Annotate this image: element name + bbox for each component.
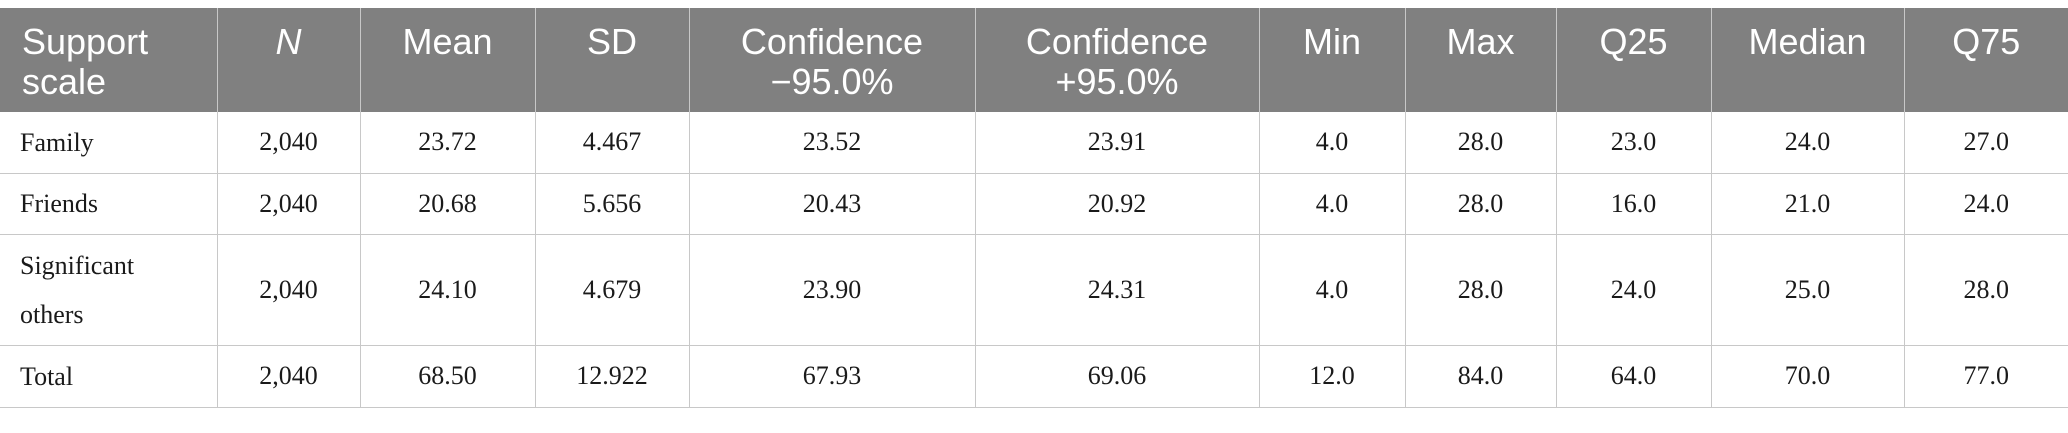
cell-mean: 68.50 [359, 345, 535, 408]
cell-min: 4.0 [1258, 234, 1405, 346]
cell-median: 70.0 [1710, 345, 1904, 408]
column-header-sd: SD [534, 8, 689, 112]
column-header-q25: Q25 [1555, 8, 1711, 112]
cell-min: 4.0 [1258, 112, 1405, 174]
column-header-n: N [216, 8, 360, 112]
table-header: Support scale N Mean SD Confidence −95.0… [0, 8, 2068, 112]
cell-q75: 28.0 [1903, 234, 2068, 346]
cell-median: 24.0 [1710, 112, 1904, 174]
cell-mean: 24.10 [359, 234, 535, 346]
cell-ci-lower: 23.90 [688, 234, 975, 346]
cell-median: 25.0 [1710, 234, 1904, 346]
table-row-total: Total 2,040 68.50 12.922 67.93 69.06 12.… [0, 345, 2068, 408]
row-label-text: Friends [20, 189, 98, 218]
row-label-text: others [20, 299, 84, 329]
cell-ci-upper: 24.31 [974, 234, 1259, 346]
row-label: Friends [0, 173, 217, 235]
cell-ci-upper: 69.06 [974, 345, 1259, 408]
header-line: Min [1302, 21, 1361, 62]
header-row: Support scale N Mean SD Confidence −95.0… [0, 8, 2068, 112]
cell-max: 28.0 [1404, 112, 1556, 174]
column-header-support-scale: Support scale [0, 8, 217, 112]
column-header-median: Median [1710, 8, 1904, 112]
table-row-friends: Friends 2,040 20.68 5.656 20.43 20.92 4.… [0, 173, 2068, 235]
row-label: Family [0, 112, 217, 174]
cell-mean: 20.68 [359, 173, 535, 235]
column-header-mean: Mean [359, 8, 535, 112]
table-row-significant-others: Significant others 2,040 24.10 4.679 23.9… [0, 234, 2068, 346]
cell-q25: 23.0 [1555, 112, 1711, 174]
header-line: −95.0% [770, 61, 894, 102]
cell-max: 28.0 [1404, 234, 1556, 346]
row-label: Total [0, 345, 217, 408]
cell-ci-upper: 20.92 [974, 173, 1259, 235]
cell-max: 84.0 [1404, 345, 1556, 408]
row-label: Significant others [0, 234, 217, 346]
header-line: Q75 [1952, 21, 2021, 62]
header-line: Max [1446, 21, 1515, 62]
column-header-confidence-lower: Confidence −95.0% [688, 8, 975, 112]
header-line: SD [586, 21, 637, 62]
header-line: Confidence [740, 21, 924, 62]
column-header-min: Min [1258, 8, 1405, 112]
column-header-confidence-upper: Confidence +95.0% [974, 8, 1259, 112]
column-header-max: Max [1404, 8, 1556, 112]
descriptive-statistics-table: Support scale N Mean SD Confidence −95.0… [0, 8, 2068, 408]
cell-sd: 12.922 [534, 345, 689, 408]
column-header-q75: Q75 [1903, 8, 2068, 112]
header-line: scale [22, 61, 107, 102]
cell-n: 2,040 [216, 112, 360, 174]
header-line: Q25 [1599, 21, 1668, 62]
cell-min: 4.0 [1258, 173, 1405, 235]
row-label-text: Family [20, 127, 94, 157]
cell-sd: 5.656 [534, 173, 689, 235]
cell-ci-lower: 23.52 [688, 112, 975, 174]
cell-q25: 64.0 [1555, 345, 1711, 408]
cell-ci-upper: 23.91 [974, 112, 1259, 174]
header-line: +95.0% [1055, 61, 1179, 102]
cell-ci-lower: 67.93 [688, 345, 975, 408]
header-line: Mean [402, 21, 493, 62]
cell-q75: 27.0 [1903, 112, 2068, 174]
table-body: Family 2,040 23.72 4.467 23.52 23.91 4.0… [0, 112, 2068, 408]
cell-q25: 16.0 [1555, 173, 1711, 235]
cell-min: 12.0 [1258, 345, 1405, 408]
header-line: Confidence [1025, 21, 1209, 62]
cell-ci-lower: 20.43 [688, 173, 975, 235]
cell-mean: 23.72 [359, 112, 535, 174]
cell-q25: 24.0 [1555, 234, 1711, 346]
table-row-family: Family 2,040 23.72 4.467 23.52 23.91 4.0… [0, 112, 2068, 174]
cell-n: 2,040 [216, 173, 360, 235]
cell-sd: 4.467 [534, 112, 689, 174]
cell-median: 21.0 [1710, 173, 1904, 235]
cell-max: 28.0 [1404, 173, 1556, 235]
row-label-text: Significant [20, 250, 135, 280]
cell-q75: 24.0 [1903, 173, 2068, 235]
cell-q75: 77.0 [1903, 345, 2068, 408]
cell-n: 2,040 [216, 234, 360, 346]
header-line: N [275, 21, 302, 62]
header-line: Median [1748, 21, 1867, 62]
header-line: Support [22, 21, 149, 62]
cell-sd: 4.679 [534, 234, 689, 346]
cell-n: 2,040 [216, 345, 360, 408]
row-label-text: Total [20, 361, 74, 391]
